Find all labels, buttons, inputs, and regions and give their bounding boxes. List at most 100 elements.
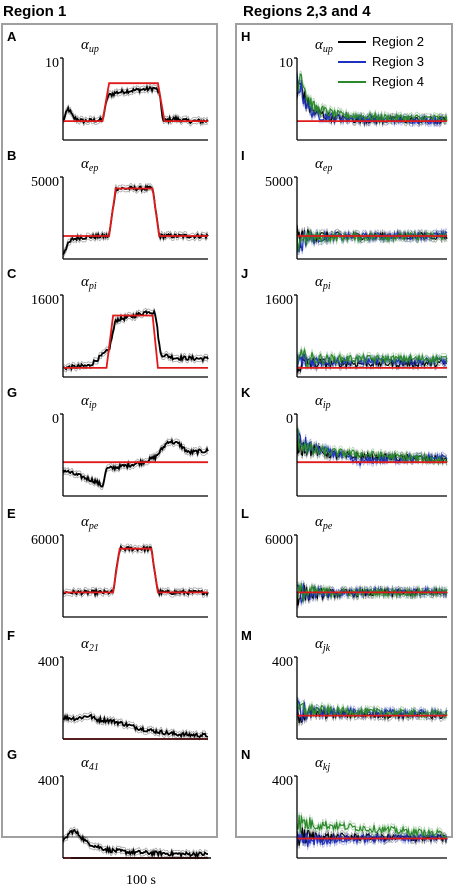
parameter-label: αpe bbox=[315, 514, 333, 532]
parameter-subscript: 41 bbox=[89, 762, 99, 773]
region-1-trace-lower-band bbox=[62, 548, 209, 599]
region-1-trace bbox=[62, 184, 209, 256]
y-tick-label: 1600 bbox=[31, 293, 59, 308]
region-4-trace-lower-band bbox=[296, 586, 448, 605]
panel-letter: L bbox=[241, 506, 249, 521]
region-1-trace bbox=[62, 438, 209, 488]
right-column-frame bbox=[235, 23, 453, 838]
parameter-label: α41 bbox=[81, 755, 99, 773]
legend-label-region-4: Region 4 bbox=[372, 74, 424, 89]
panel-letter: M bbox=[241, 628, 252, 643]
region-4-trace-upper-band bbox=[296, 70, 448, 120]
column-frames bbox=[1, 23, 453, 838]
panel-letter: C bbox=[7, 266, 17, 281]
region-4-trace bbox=[296, 427, 448, 465]
y-tick-label: 6000 bbox=[265, 533, 293, 548]
parameter-label: αip bbox=[315, 393, 331, 411]
parameter-subscript: ip bbox=[323, 400, 331, 411]
legend-label-region-3: Region 3 bbox=[372, 54, 424, 69]
region-1-trace-lower-band bbox=[62, 832, 208, 861]
y-tick-label: 0 bbox=[286, 412, 293, 427]
region-4-trace-lower-band bbox=[296, 817, 448, 842]
parameter-subscript: pi bbox=[88, 281, 97, 292]
parameter-subscript: up bbox=[89, 44, 99, 55]
parameter-label: αjk bbox=[315, 636, 331, 654]
y-tick-label: 1600 bbox=[265, 293, 293, 308]
scale-bar: 100 s bbox=[71, 857, 211, 888]
region-3-trace-lower-band bbox=[296, 75, 447, 128]
parameter-subscript: ip bbox=[89, 400, 97, 411]
region-4-trace bbox=[296, 697, 448, 719]
target-line bbox=[63, 82, 208, 122]
parameter-subscript: pe bbox=[322, 521, 333, 532]
y-tick-label: 400 bbox=[38, 655, 59, 670]
region-4-trace-upper-band bbox=[296, 345, 448, 365]
legend: Region 2 Region 3 Region 4 bbox=[338, 34, 424, 89]
panel-letter: N bbox=[241, 747, 250, 762]
panel-letter: J bbox=[241, 266, 248, 281]
parameter-label: αkj bbox=[315, 755, 330, 773]
parameter-subscript: pi bbox=[322, 281, 331, 292]
y-tick-label: 10 bbox=[45, 56, 59, 71]
parameter-subscript: up bbox=[323, 44, 333, 55]
region-3-trace bbox=[296, 583, 448, 605]
panel-letter: E bbox=[7, 506, 16, 521]
region-1-trace-upper-band bbox=[62, 711, 209, 735]
parameter-subscript: kj bbox=[323, 762, 330, 773]
y-tick-label: 400 bbox=[38, 774, 59, 789]
region-3-trace-upper-band bbox=[296, 428, 448, 463]
parameter-subscript: pe bbox=[88, 521, 99, 532]
parameter-subscript: ep bbox=[89, 163, 98, 174]
region-1-trace bbox=[62, 713, 209, 739]
right-column-header: Regions 2,3 and 4 bbox=[243, 3, 371, 20]
region-4-trace bbox=[296, 347, 448, 368]
region-1-trace-lower-band bbox=[62, 188, 209, 258]
y-tick-label: 400 bbox=[272, 774, 293, 789]
parameter-label: αep bbox=[315, 156, 332, 174]
target-line bbox=[63, 314, 208, 369]
region-4-trace-lower-band bbox=[296, 233, 447, 255]
legend-label-region-2: Region 2 bbox=[372, 34, 424, 49]
left-column-frame bbox=[1, 23, 218, 838]
region-1-trace-upper-band bbox=[62, 826, 208, 855]
region-4-trace bbox=[296, 814, 448, 839]
region-1-trace bbox=[62, 828, 208, 859]
panel-letter: B bbox=[7, 148, 16, 163]
panel-letter: K bbox=[241, 385, 251, 400]
target-line bbox=[63, 187, 208, 237]
scale-bar-label: 100 s bbox=[126, 873, 156, 888]
y-tick-label: 0 bbox=[52, 412, 59, 427]
y-tick-label: 10 bbox=[279, 56, 293, 71]
target-line bbox=[63, 547, 208, 594]
parameter-subscript: ep bbox=[323, 163, 332, 174]
region-1-trace-upper-band bbox=[62, 436, 209, 485]
panel-letter: I bbox=[241, 148, 245, 163]
region-2-trace-upper-band bbox=[296, 221, 448, 245]
panel-letter: G bbox=[7, 747, 17, 762]
y-tick-label: 5000 bbox=[31, 175, 59, 190]
parameter-subscript: 21 bbox=[89, 643, 99, 654]
region-4-trace-lower-band bbox=[296, 700, 448, 721]
region-4-trace bbox=[296, 73, 448, 123]
region-1-trace-lower-band bbox=[62, 717, 209, 741]
parameter-label: αpi bbox=[315, 274, 331, 292]
parameter-label: αpi bbox=[81, 274, 97, 292]
parameter-label: αup bbox=[315, 37, 333, 55]
region-3-trace-upper-band bbox=[296, 696, 448, 719]
panel-letter: A bbox=[7, 29, 17, 44]
region-2-trace-upper-band bbox=[296, 703, 448, 721]
region-1-trace-lower-band bbox=[62, 89, 209, 127]
region-1-trace-lower-band bbox=[63, 313, 209, 373]
